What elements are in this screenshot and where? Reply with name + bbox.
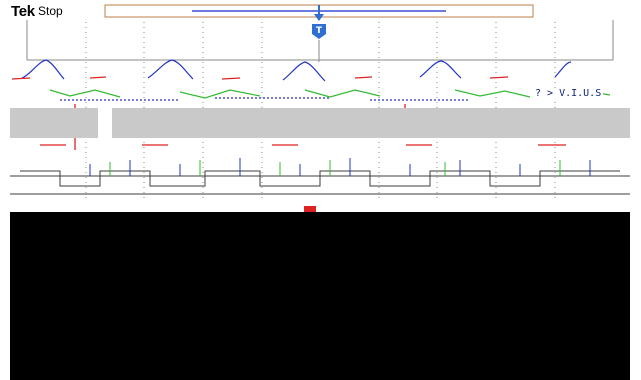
svg-text:T: T xyxy=(316,26,323,36)
brand-logo: Tek xyxy=(11,3,35,20)
gray-band-gap xyxy=(98,104,112,144)
gray-band xyxy=(10,108,630,138)
acquisition-state-label: Stop xyxy=(38,4,63,18)
blank-display-area xyxy=(10,212,630,380)
graticule xyxy=(26,20,614,200)
decoded-bus-marks xyxy=(89,158,591,176)
waveform-channel-blue xyxy=(21,59,572,101)
readout-fragment: ? > V.I.U.S xyxy=(533,88,604,99)
waveform-channel-green xyxy=(49,89,611,99)
trigger-position-icon[interactable] xyxy=(314,5,324,21)
trigger-t-icon[interactable]: T xyxy=(312,24,326,39)
decoded-bus-region xyxy=(10,170,630,195)
